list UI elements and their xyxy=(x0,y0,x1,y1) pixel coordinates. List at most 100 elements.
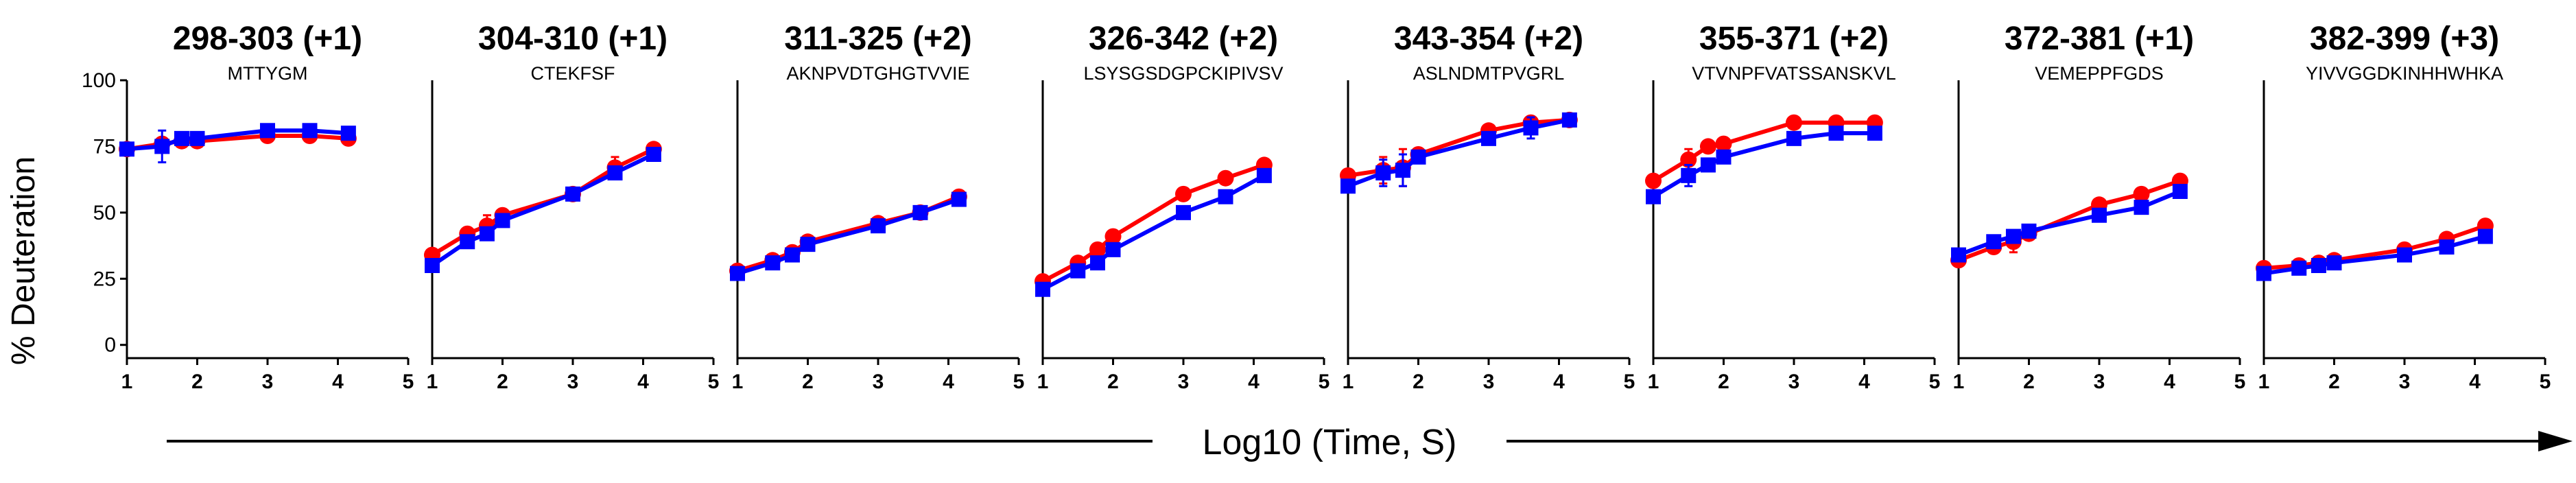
x-tick-label: 1 xyxy=(427,370,438,393)
data-point-red xyxy=(1715,135,1732,152)
peptide-sequence: AKNPVDTGHGTVVIE xyxy=(786,63,969,84)
x-tick-label: 3 xyxy=(873,370,884,393)
data-point-blue xyxy=(154,139,170,154)
data-point-red xyxy=(1089,241,1106,258)
x-tick-label: 4 xyxy=(943,370,954,393)
data-point-red xyxy=(2133,185,2150,202)
data-point-blue xyxy=(1786,130,1801,146)
x-tick-label: 2 xyxy=(2023,370,2035,393)
data-point-blue xyxy=(2291,260,2307,276)
data-point-blue xyxy=(1218,189,1233,204)
data-point-blue xyxy=(1828,126,1844,141)
y-axis-label: % Deuteration xyxy=(5,156,42,365)
data-point-blue xyxy=(2092,207,2107,223)
data-point-blue xyxy=(1681,167,1697,183)
data-point-red xyxy=(1786,114,1802,131)
data-point-blue xyxy=(1089,255,1105,271)
panel-5: 343-354 (+2) ASLNDMTPVGRL 1 2 3 4 5 xyxy=(1340,21,1635,393)
x-tick-label: 5 xyxy=(403,370,414,393)
data-point-blue xyxy=(1700,157,1716,173)
data-point-red xyxy=(1175,185,1192,202)
x-tick-label: 4 xyxy=(1858,370,1870,393)
y-tick-label: 50 xyxy=(93,202,116,224)
data-point-blue xyxy=(495,213,510,228)
panel-title: 304-310 (+1) xyxy=(478,21,667,57)
data-point-blue xyxy=(784,247,800,263)
x-tick-label: 3 xyxy=(1178,370,1190,393)
data-point-blue xyxy=(2326,255,2342,271)
x-tick-label: 5 xyxy=(1319,370,1330,393)
data-point-blue xyxy=(1481,130,1496,146)
x-tick-label: 3 xyxy=(567,370,579,393)
x-tick-label: 3 xyxy=(262,370,274,393)
x-tick-label: 1 xyxy=(1037,370,1049,393)
data-point-blue xyxy=(302,123,318,139)
data-point-blue xyxy=(1561,112,1577,128)
data-point-blue xyxy=(1716,149,1732,165)
y-tick-label: 0 xyxy=(104,334,116,357)
data-point-blue xyxy=(800,237,816,252)
peptide-sequence: CTEKFSF xyxy=(530,63,615,84)
x-tick-label: 2 xyxy=(497,370,508,393)
x-tick-label: 1 xyxy=(1343,370,1354,393)
panel-title: 326-342 (+2) xyxy=(1089,21,1278,57)
x-tick-label: 5 xyxy=(2234,370,2246,393)
peptide-sequence: ASLNDMTPVGRL xyxy=(1413,63,1565,84)
panel-title: 355-371 (+2) xyxy=(1699,21,1889,57)
data-point-red xyxy=(1699,138,1716,155)
data-point-blue xyxy=(1035,281,1050,297)
peptide-sequence: VTVNPFVATSSANSKVL xyxy=(1692,63,1896,84)
x-tick-label: 5 xyxy=(1929,370,1941,393)
x-tick-label: 4 xyxy=(2469,370,2481,393)
x-axis-label: Log10 (Time, S) xyxy=(1203,423,1457,462)
data-point-red xyxy=(1680,151,1697,168)
data-point-blue xyxy=(2172,184,2188,199)
y-tick-label: 25 xyxy=(93,268,116,290)
x-tick-label: 5 xyxy=(1013,370,1025,393)
panel-4: 326-342 (+2) LSYSGSDGPCKIPIVSV 1 2 3 4 5 xyxy=(1035,21,1330,393)
panel-title: 311-325 (+2) xyxy=(784,21,972,57)
x-tick-label: 2 xyxy=(2328,370,2340,393)
panel-title: 343-354 (+2) xyxy=(1394,21,1583,57)
peptide-sequence: YIVVGGDKINHHWHKA xyxy=(2306,63,2503,84)
x-tick-label: 1 xyxy=(732,370,744,393)
data-point-blue xyxy=(2439,239,2455,255)
x-tick-label: 4 xyxy=(1553,370,1565,393)
x-tick-label: 3 xyxy=(2399,370,2411,393)
panel-7: 372-381 (+1) VEMEPPFGDS 1 2 3 4 5 xyxy=(1950,21,2245,393)
x-tick-label: 2 xyxy=(1413,370,1424,393)
data-point-blue xyxy=(871,218,886,234)
data-point-blue xyxy=(1375,165,1391,180)
data-point-blue xyxy=(1410,149,1426,165)
data-point-blue xyxy=(1986,234,2002,250)
x-tick-label: 2 xyxy=(1718,370,1729,393)
data-point-blue xyxy=(2397,247,2412,263)
data-point-blue xyxy=(189,130,205,146)
panel-2: 304-310 (+1) CTEKFSF 1 2 3 4 5 xyxy=(424,21,719,393)
data-point-blue xyxy=(1176,204,1191,220)
x-tick-label: 2 xyxy=(191,370,203,393)
x-tick-label: 3 xyxy=(2094,370,2105,393)
peptide-sequence: VEMEPPFGDS xyxy=(2035,63,2164,84)
panel-title: 298-303 (+1) xyxy=(173,21,362,57)
data-point-blue xyxy=(1340,178,1356,194)
data-point-blue xyxy=(479,226,495,242)
x-tick-label: 4 xyxy=(1248,370,1260,393)
y-tick-label: 100 xyxy=(82,69,116,92)
data-point-blue xyxy=(1646,189,1661,204)
panel-8: 382-399 (+3) YIVVGGDKINHHWHKA 1 2 3 4 5 xyxy=(2256,21,2551,393)
data-point-blue xyxy=(1867,126,1882,141)
x-tick-label: 2 xyxy=(802,370,814,393)
panel-6: 355-371 (+2) VTVNPFVATSSANSKVL 1 2 3 4 5 xyxy=(1645,21,1940,393)
data-point-blue xyxy=(765,255,781,271)
data-point-blue xyxy=(1951,247,1966,263)
data-point-blue xyxy=(2311,258,2326,273)
x-tick-label: 2 xyxy=(1107,370,1119,393)
data-point-red xyxy=(1645,172,1662,189)
data-point-blue xyxy=(1256,167,1272,183)
data-point-red xyxy=(1217,169,1234,187)
x-tick-label: 5 xyxy=(1624,370,1635,393)
data-point-blue xyxy=(2477,228,2493,244)
